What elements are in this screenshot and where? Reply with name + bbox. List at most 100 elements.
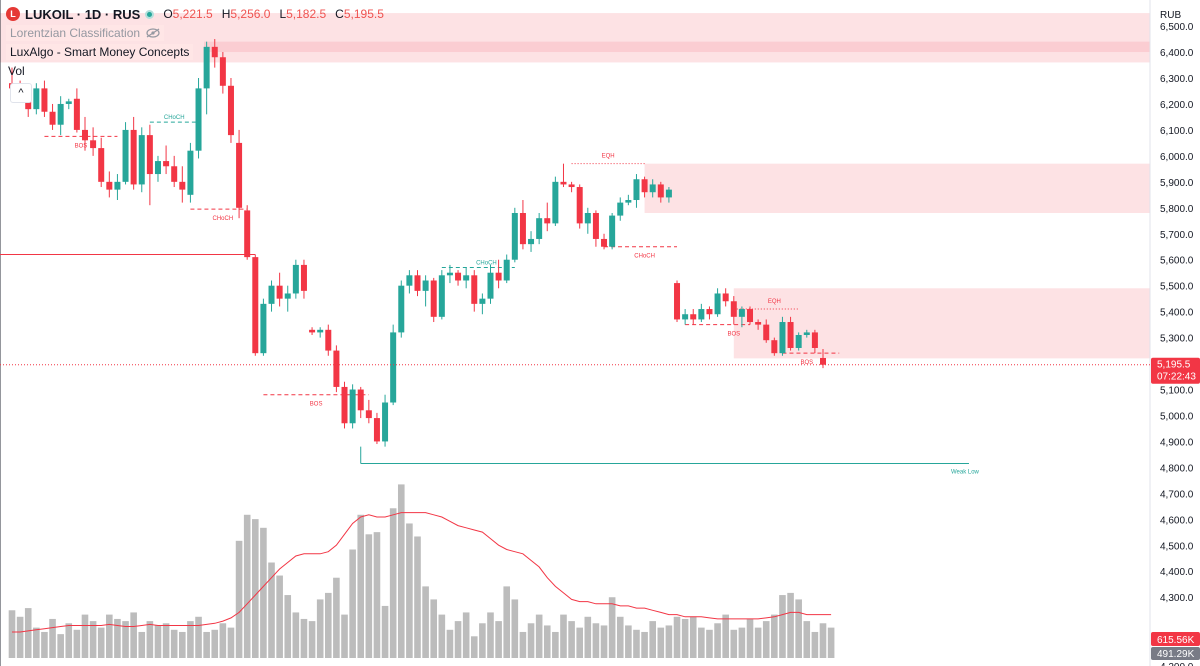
candle[interactable] bbox=[357, 386, 364, 419]
candle[interactable] bbox=[584, 207, 591, 234]
candle[interactable] bbox=[438, 270, 445, 320]
candle[interactable] bbox=[763, 319, 770, 343]
candle[interactable] bbox=[446, 264, 453, 284]
candle[interactable] bbox=[747, 306, 754, 325]
candle[interactable] bbox=[309, 327, 316, 336]
candle[interactable] bbox=[771, 337, 778, 356]
candle[interactable] bbox=[609, 212, 616, 250]
candle[interactable] bbox=[73, 88, 80, 133]
candle[interactable] bbox=[544, 202, 551, 232]
candle[interactable] bbox=[503, 254, 510, 284]
candle[interactable] bbox=[195, 78, 202, 159]
candle[interactable] bbox=[41, 80, 48, 117]
candle[interactable] bbox=[576, 184, 583, 229]
candle[interactable] bbox=[252, 254, 259, 356]
candle[interactable] bbox=[714, 288, 721, 317]
candle[interactable] bbox=[601, 233, 608, 250]
symbol-title[interactable]: LUKOIL · 1D · RUS bbox=[25, 6, 141, 22]
candle[interactable] bbox=[57, 96, 64, 136]
candle[interactable] bbox=[430, 277, 437, 323]
candle[interactable] bbox=[641, 176, 648, 198]
candle[interactable] bbox=[333, 345, 340, 393]
candle[interactable] bbox=[130, 116, 137, 190]
candle[interactable] bbox=[163, 145, 170, 175]
candle[interactable] bbox=[811, 329, 818, 354]
candle[interactable] bbox=[560, 163, 567, 188]
candle[interactable] bbox=[65, 98, 72, 110]
candle[interactable] bbox=[171, 155, 178, 188]
candle[interactable] bbox=[625, 194, 632, 206]
candle[interactable] bbox=[682, 309, 689, 325]
indicator-smc[interactable]: LuxAlgo - Smart Money Concepts bbox=[6, 44, 194, 60]
candle[interactable] bbox=[398, 280, 405, 338]
candle[interactable] bbox=[317, 327, 324, 338]
candle[interactable] bbox=[706, 306, 713, 320]
candle[interactable] bbox=[81, 116, 88, 151]
candle[interactable] bbox=[219, 52, 226, 94]
candle[interactable] bbox=[122, 122, 129, 185]
candle[interactable] bbox=[690, 309, 697, 325]
candle[interactable] bbox=[268, 280, 275, 312]
candle[interactable] bbox=[536, 212, 543, 245]
candle[interactable] bbox=[738, 306, 745, 328]
indicator-lorentzian[interactable]: Lorentzian Classification bbox=[6, 25, 165, 41]
candle[interactable] bbox=[455, 270, 462, 286]
candle[interactable] bbox=[519, 200, 526, 250]
candle[interactable] bbox=[463, 267, 470, 289]
candle[interactable] bbox=[592, 210, 599, 247]
candle[interactable] bbox=[244, 205, 251, 260]
candle[interactable] bbox=[33, 83, 40, 115]
candle[interactable] bbox=[276, 272, 283, 307]
candle[interactable] bbox=[617, 197, 624, 221]
collapse-legend-button[interactable]: ^ bbox=[10, 83, 32, 103]
candle[interactable] bbox=[657, 181, 664, 203]
candle[interactable] bbox=[487, 264, 494, 304]
candle[interactable] bbox=[325, 324, 332, 356]
candle[interactable] bbox=[414, 270, 421, 297]
candle[interactable] bbox=[568, 181, 575, 193]
candle[interactable] bbox=[649, 179, 656, 198]
indicator-volume[interactable]: Vol bbox=[8, 64, 25, 78]
candle[interactable] bbox=[138, 127, 145, 193]
candle[interactable] bbox=[382, 394, 389, 447]
candle[interactable] bbox=[495, 259, 502, 289]
candle[interactable] bbox=[633, 174, 640, 208]
candle[interactable] bbox=[187, 142, 194, 203]
candle[interactable] bbox=[365, 399, 372, 424]
candle[interactable] bbox=[373, 412, 380, 445]
candle[interactable] bbox=[665, 187, 672, 203]
candle[interactable] bbox=[528, 231, 535, 252]
candle[interactable] bbox=[755, 319, 762, 330]
candle[interactable] bbox=[730, 296, 737, 325]
candle[interactable] bbox=[552, 176, 559, 226]
candle[interactable] bbox=[300, 259, 307, 299]
candle[interactable] bbox=[292, 259, 299, 299]
candle[interactable] bbox=[422, 275, 429, 307]
candle[interactable] bbox=[211, 39, 218, 68]
candle[interactable] bbox=[203, 41, 210, 115]
candle[interactable] bbox=[146, 124, 153, 206]
candle[interactable] bbox=[511, 207, 518, 263]
candle[interactable] bbox=[284, 285, 291, 312]
candle[interactable] bbox=[90, 127, 97, 156]
candle[interactable] bbox=[98, 137, 105, 188]
candle[interactable] bbox=[698, 303, 705, 323]
candle[interactable] bbox=[406, 270, 413, 294]
candle[interactable] bbox=[49, 103, 56, 130]
candle[interactable] bbox=[227, 78, 234, 143]
candle[interactable] bbox=[479, 293, 486, 315]
candle[interactable] bbox=[179, 166, 186, 203]
candle[interactable] bbox=[722, 288, 729, 307]
candle[interactable] bbox=[154, 155, 161, 182]
candle[interactable] bbox=[795, 332, 802, 351]
candle[interactable] bbox=[114, 174, 121, 201]
candle[interactable] bbox=[341, 381, 348, 429]
candle[interactable] bbox=[236, 129, 243, 219]
candle[interactable] bbox=[260, 298, 267, 356]
candle[interactable] bbox=[471, 270, 478, 312]
candle[interactable] bbox=[787, 316, 794, 351]
candle[interactable] bbox=[349, 384, 356, 429]
hidden-eye-icon[interactable] bbox=[146, 28, 160, 38]
